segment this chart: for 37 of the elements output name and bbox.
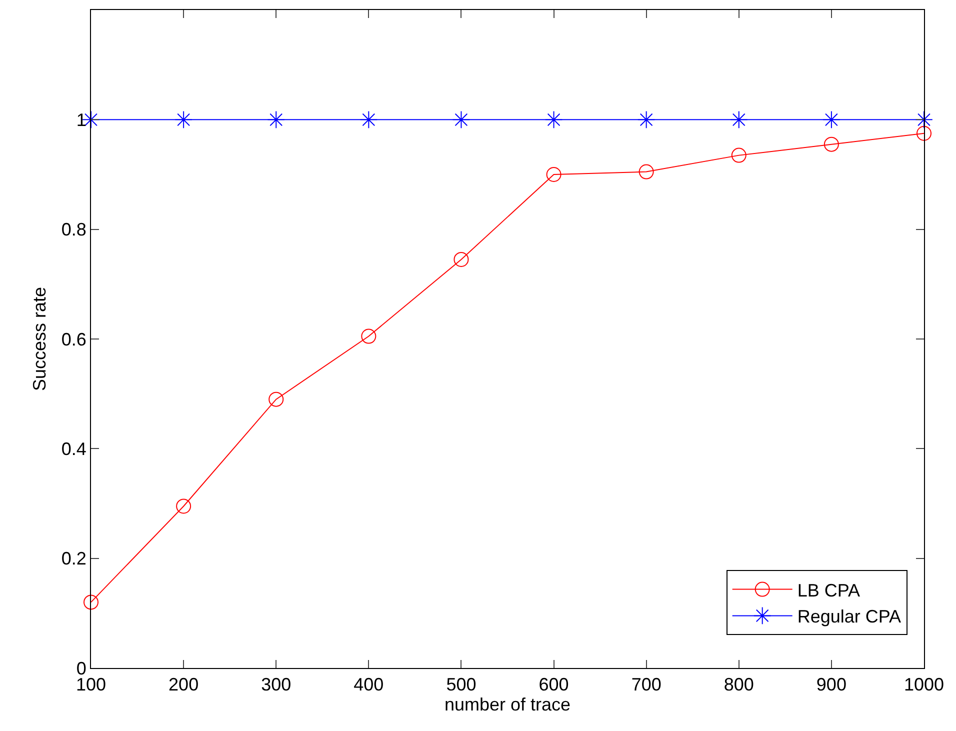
- point: [916, 126, 932, 141]
- y-tick-label: 0.8: [61, 220, 86, 240]
- point: [268, 392, 284, 407]
- point: [544, 110, 563, 129]
- point: [546, 167, 562, 182]
- x-tick-label: 900: [816, 674, 846, 695]
- point: [452, 110, 470, 129]
- x-tick-label: 400: [354, 674, 384, 695]
- point: [174, 110, 192, 129]
- point: [360, 110, 378, 129]
- x-tick-label: 500: [446, 674, 476, 695]
- y-tick-label: 0.4: [61, 438, 86, 459]
- point: [267, 110, 286, 129]
- x-axis-title: number of trace: [444, 694, 571, 715]
- x-tick-label: 700: [631, 674, 662, 695]
- point: [176, 498, 192, 514]
- point: [454, 252, 469, 267]
- point: [84, 594, 98, 610]
- x-tick-label: 300: [261, 674, 292, 695]
- x-tick-label: 600: [538, 674, 569, 695]
- point: [361, 328, 376, 344]
- y-tick-label: 0.2: [61, 548, 86, 569]
- y-axis-title: Success rate: [30, 286, 50, 392]
- point: [637, 110, 656, 129]
- x-tick-label: 800: [724, 674, 754, 695]
- point: [638, 164, 654, 180]
- point: [915, 110, 933, 129]
- point: [824, 136, 839, 152]
- x-tick-label: 1000: [904, 674, 944, 695]
- y-tick-label: 1: [76, 110, 86, 130]
- y-tick-label: 0.6: [61, 329, 86, 350]
- x-tick-label: 200: [168, 674, 199, 695]
- point: [731, 148, 746, 163]
- point: [730, 110, 748, 129]
- point: [822, 110, 840, 129]
- legend-label: LB CPA: [797, 580, 860, 600]
- legend-label: Regular CPA: [797, 606, 902, 627]
